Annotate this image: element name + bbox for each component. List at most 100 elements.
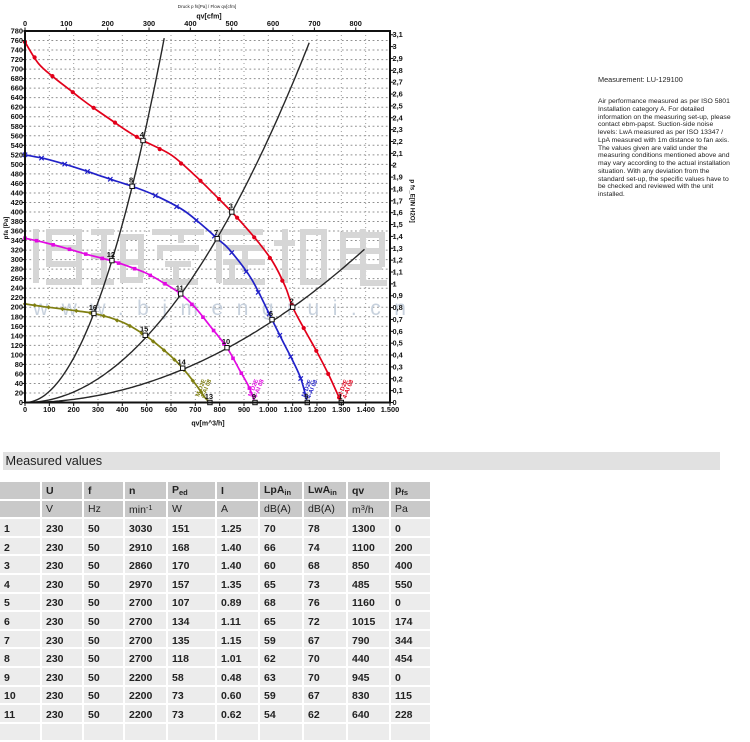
svg-text:40: 40 — [15, 379, 23, 388]
svg-text:1,6: 1,6 — [393, 208, 403, 217]
svg-text:100: 100 — [60, 19, 72, 28]
svg-text:1.100: 1.100 — [283, 405, 302, 414]
svg-text:3: 3 — [229, 201, 233, 210]
svg-text:700: 700 — [11, 65, 23, 74]
svg-text:0,9: 0,9 — [393, 291, 403, 300]
svg-text:12: 12 — [107, 250, 115, 259]
svg-text:760: 760 — [11, 36, 23, 45]
svg-text:780: 780 — [11, 27, 23, 36]
svg-text:580: 580 — [11, 122, 23, 131]
svg-text:400: 400 — [184, 19, 196, 28]
svg-text:1.200: 1.200 — [308, 405, 327, 414]
svg-text:0,7: 0,7 — [393, 315, 403, 324]
svg-text:160: 160 — [11, 322, 23, 331]
svg-text:2,6: 2,6 — [393, 90, 403, 99]
svg-text:15: 15 — [140, 325, 148, 334]
svg-text:0,1: 0,1 — [393, 386, 403, 395]
svg-text:100: 100 — [11, 350, 23, 359]
svg-text:10: 10 — [222, 337, 230, 346]
svg-text:2,1: 2,1 — [393, 149, 403, 158]
svg-text:120: 120 — [11, 341, 23, 350]
svg-text:1.500: 1.500 — [381, 405, 400, 414]
svg-text:2: 2 — [393, 161, 397, 170]
svg-text:140: 140 — [11, 331, 23, 340]
svg-text:400: 400 — [11, 208, 23, 217]
svg-text:680: 680 — [11, 74, 23, 83]
svg-text:5: 5 — [304, 392, 308, 401]
svg-text:2,2: 2,2 — [393, 137, 403, 146]
svg-text:2,8: 2,8 — [393, 66, 403, 75]
svg-text:800: 800 — [350, 19, 362, 28]
svg-text:3,1: 3,1 — [393, 30, 403, 39]
svg-text:720: 720 — [11, 55, 23, 64]
svg-text:1,9: 1,9 — [393, 173, 403, 182]
svg-text:500: 500 — [141, 405, 153, 414]
svg-text:9: 9 — [252, 392, 256, 401]
svg-text:0: 0 — [19, 398, 23, 407]
svg-text:1: 1 — [338, 392, 342, 401]
svg-text:480: 480 — [11, 169, 23, 178]
svg-text:2: 2 — [290, 297, 294, 306]
svg-text:2,5: 2,5 — [393, 101, 403, 110]
svg-text:0,8: 0,8 — [393, 303, 403, 312]
svg-text:8: 8 — [129, 176, 133, 185]
svg-text:Druck p fs[Pa] / Flow qv[cfm]: Druck p fs[Pa] / Flow qv[cfm] — [178, 4, 236, 9]
svg-text:800: 800 — [214, 405, 226, 414]
svg-text:700: 700 — [308, 19, 320, 28]
svg-text:200: 200 — [68, 405, 80, 414]
svg-text:440: 440 — [11, 188, 23, 197]
svg-text:100: 100 — [43, 405, 55, 414]
svg-text:180: 180 — [11, 312, 23, 321]
svg-text:80: 80 — [15, 360, 23, 369]
svg-text:520: 520 — [11, 150, 23, 159]
svg-text:600: 600 — [267, 19, 279, 28]
svg-text:220: 220 — [11, 293, 23, 302]
svg-text:qv[cfm]: qv[cfm] — [196, 14, 221, 21]
svg-text:600: 600 — [11, 112, 23, 121]
svg-text:560: 560 — [11, 131, 23, 140]
svg-text:900: 900 — [238, 405, 250, 414]
svg-text:0: 0 — [23, 19, 27, 28]
svg-text:1,1: 1,1 — [393, 268, 403, 277]
svg-text:360: 360 — [11, 227, 23, 236]
svg-text:320: 320 — [11, 246, 23, 255]
svg-text:7: 7 — [214, 228, 218, 237]
svg-text:340: 340 — [11, 236, 23, 245]
svg-text:500: 500 — [226, 19, 238, 28]
svg-text:300: 300 — [11, 255, 23, 264]
svg-text:1.000: 1.000 — [259, 405, 278, 414]
svg-text:11: 11 — [176, 283, 184, 292]
svg-text:www.bjmengrui.cn: www.bjmengrui.cn — [32, 297, 419, 320]
svg-text:540: 540 — [11, 141, 23, 150]
svg-text:1,5: 1,5 — [393, 220, 403, 229]
svg-text:740: 740 — [11, 46, 23, 55]
svg-text:0,6: 0,6 — [393, 327, 403, 336]
svg-text:300: 300 — [143, 19, 155, 28]
svg-text:240: 240 — [11, 284, 23, 293]
svg-text:20: 20 — [15, 389, 23, 398]
svg-text:pfa [Pa]: pfa [Pa] — [3, 217, 10, 240]
svg-text:2,9: 2,9 — [393, 54, 403, 63]
svg-text:1,2: 1,2 — [393, 256, 403, 265]
svg-text:660: 660 — [11, 84, 23, 93]
svg-text:0,3: 0,3 — [393, 362, 403, 371]
svg-text:420: 420 — [11, 198, 23, 207]
svg-text:14: 14 — [178, 358, 187, 367]
svg-text:600: 600 — [165, 405, 177, 414]
svg-text:2,7: 2,7 — [393, 78, 403, 87]
svg-text:1,7: 1,7 — [393, 196, 403, 205]
svg-text:400: 400 — [116, 405, 128, 414]
svg-text:13: 13 — [205, 392, 213, 401]
svg-text:2,4: 2,4 — [393, 113, 404, 122]
svg-text:460: 460 — [11, 179, 23, 188]
svg-text:60: 60 — [15, 369, 23, 378]
svg-text:620: 620 — [11, 103, 23, 112]
svg-text:200: 200 — [11, 303, 23, 312]
svg-text:1,4: 1,4 — [393, 232, 404, 241]
svg-text:260: 260 — [11, 274, 23, 283]
svg-text:640: 640 — [11, 93, 23, 102]
svg-text:380: 380 — [11, 217, 23, 226]
svg-text:0,5: 0,5 — [393, 339, 403, 348]
svg-text:500: 500 — [11, 160, 23, 169]
svg-text:1.300: 1.300 — [332, 405, 351, 414]
